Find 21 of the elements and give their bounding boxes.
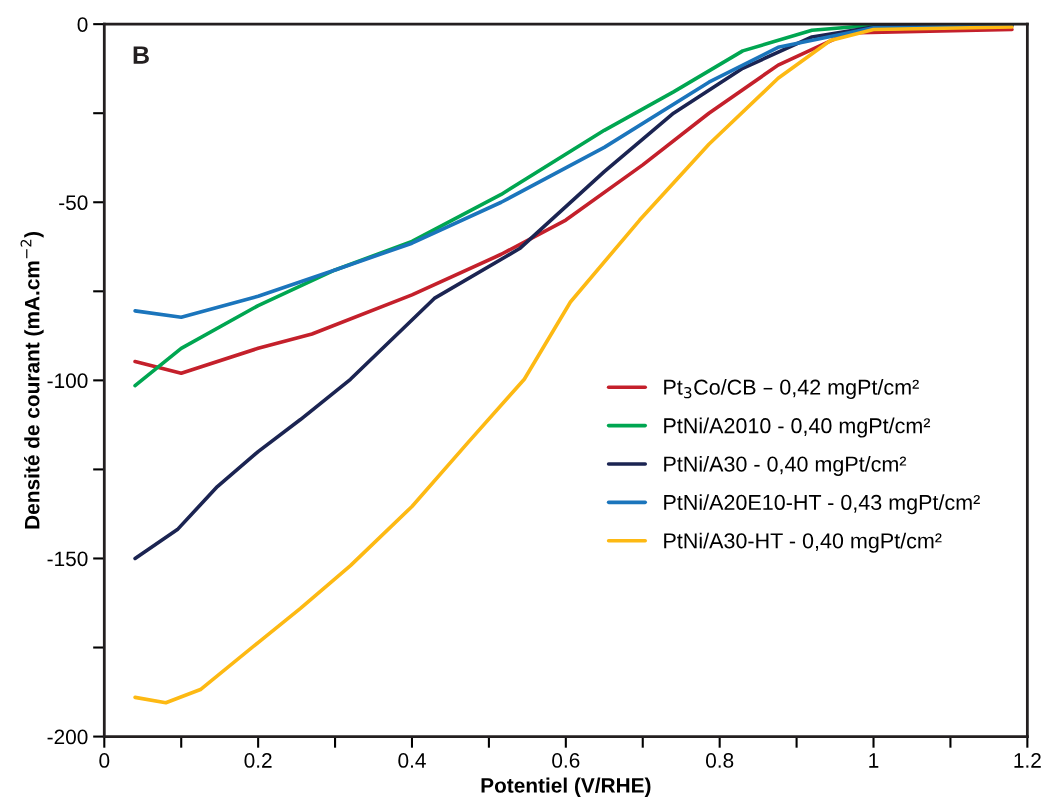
legend-label: PtNi/A2010 - 0,40 mgPt/cm² [664,417,931,438]
x-tick-label: 0.2 [244,753,272,768]
x-tick-label: 0.6 [552,753,580,768]
legend-label: PtNi/A30-HT - 0,40 mgPt/cm² [664,532,942,553]
y-tick-label: -200 [47,729,88,745]
legend-label: PtNi/A20E10-HT - 0,43 mgPt/cm² [664,494,980,515]
x-tick-label: 0.8 [706,753,734,768]
x-axis-title: Potentiel (V/RHE) [481,777,651,797]
y-tick-label: -150 [47,551,88,567]
y-tick-label: 0 [77,17,88,32]
y-tick-label: -100 [47,373,88,389]
x-tick-label: 0.4 [398,753,426,768]
x-tick-label: 1 [869,753,879,768]
y-axis-title: Densité de courant (mA.cm$^{−2}$) [20,231,44,529]
annotation: B [133,46,149,64]
legend-label: Pt$_{3}$Co/CB – 0,42 mgPt/cm² [664,379,919,400]
line-series [133,25,1014,705]
y-tick-label: -50 [59,195,88,211]
legend-label: PtNi/A30 - 0,40 mgPt/cm² [664,455,907,476]
x-tick-label: 1.2 [1014,753,1041,768]
x-tick-label: 0 [99,753,110,768]
